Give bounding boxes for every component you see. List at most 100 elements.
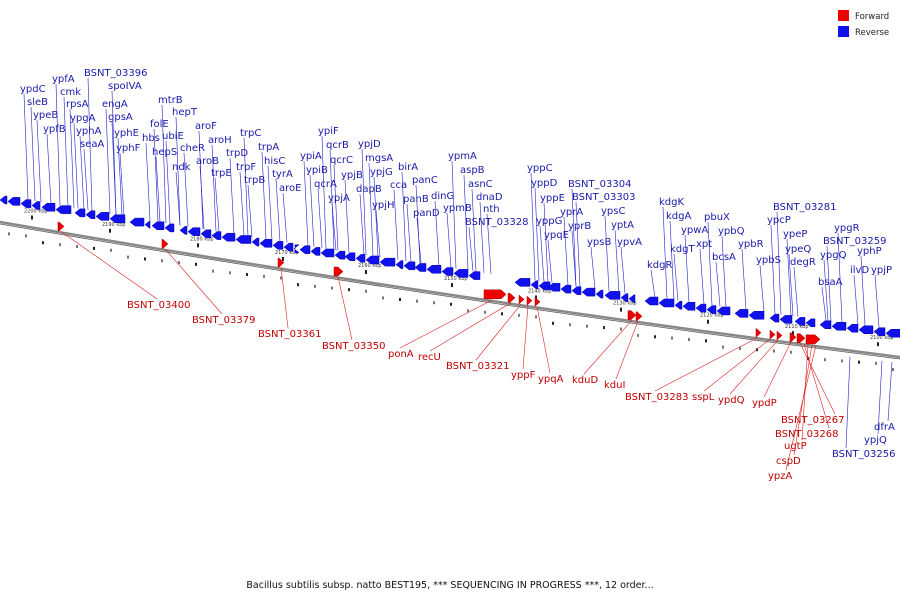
reverse-gene-arrow[interactable] [734,309,749,318]
reverse-gene-arrow[interactable] [55,205,72,214]
reverse-gene-arrow[interactable] [179,226,188,235]
reverse-gene-label[interactable]: yppG [536,216,562,227]
forward-gene-arrow[interactable] [277,257,285,268]
reverse-gene-arrow[interactable] [846,323,859,333]
reverse-gene-label[interactable]: ypfA [52,74,75,85]
forward-gene-label[interactable]: ypdP [752,398,777,409]
forward-gene-arrow[interactable] [57,221,65,232]
reverse-gene-label[interactable]: dfrA [874,422,895,433]
reverse-gene-label[interactable]: ypjB [341,170,363,181]
reverse-gene-label[interactable]: ypiF [318,126,339,137]
reverse-gene-label[interactable]: yppD [531,178,558,189]
reverse-gene-arrow[interactable] [365,255,380,265]
reverse-gene-arrow[interactable] [682,302,696,311]
forward-gene-label[interactable]: recU [418,352,441,363]
reverse-gene-arrow[interactable] [414,263,427,272]
forward-gene-label[interactable]: BSNT_03321 [446,361,509,372]
reverse-gene-label[interactable]: trpD [226,148,248,159]
reverse-gene-arrow[interactable] [819,320,832,329]
reverse-gene-label[interactable]: dinG [431,191,454,202]
reverse-gene-arrow[interactable] [221,232,236,242]
reverse-gene-label[interactable]: ypjD [358,139,381,150]
forward-gene-arrow[interactable] [789,332,797,343]
reverse-gene-label[interactable]: ypjA [328,193,350,204]
reverse-gene-arrow[interactable] [144,220,151,230]
reverse-gene-label[interactable]: yphE [114,128,139,139]
reverse-gene-arrow[interactable] [299,245,311,254]
forward-gene-arrow[interactable] [333,266,344,277]
reverse-gene-label[interactable]: pbuX [704,212,730,223]
reverse-gene-label[interactable]: nth [483,204,500,215]
reverse-gene-arrow[interactable] [310,247,321,256]
reverse-gene-label[interactable]: bsaA [818,277,843,288]
reverse-gene-arrow[interactable] [293,244,300,253]
forward-gene-label[interactable]: ponA [388,349,414,360]
forward-gene-label[interactable]: kduI [604,380,625,391]
reverse-gene-label[interactable]: cca [390,180,407,191]
reverse-gene-label[interactable]: folE [150,119,169,130]
forward-gene-arrow[interactable] [805,334,821,345]
reverse-gene-label[interactable]: trpF [236,162,256,173]
reverse-gene-label[interactable]: yptA [611,220,634,231]
reverse-gene-label[interactable]: yphA [76,126,102,137]
reverse-gene-label[interactable]: hepS [152,147,177,158]
reverse-gene-arrow[interactable] [453,269,469,278]
reverse-gene-label[interactable]: ypgA [70,113,96,124]
reverse-gene-label[interactable]: ypmB [443,203,472,214]
reverse-gene-arrow[interactable] [831,322,847,331]
reverse-gene-arrow[interactable] [620,293,629,302]
reverse-gene-label[interactable]: degR [790,257,816,268]
reverse-gene-label[interactable]: aroB [196,156,219,167]
forward-gene-label[interactable]: BSNT_03267 [781,415,844,426]
reverse-gene-arrow[interactable] [604,291,621,300]
reverse-gene-label[interactable]: panB [403,194,429,205]
reverse-gene-arrow[interactable] [41,202,56,212]
reverse-gene-arrow[interactable] [514,278,531,287]
reverse-gene-label[interactable]: aroE [279,183,301,194]
reverse-gene-label[interactable]: kdgA [666,211,691,222]
reverse-gene-arrow[interactable] [109,214,126,224]
reverse-gene-arrow[interactable] [200,229,212,239]
reverse-gene-label[interactable]: trpC [240,128,261,139]
reverse-gene-label[interactable]: seaA [80,139,104,150]
forward-gene-label[interactable]: cspD [776,456,801,467]
reverse-gene-arrow[interactable] [530,280,539,289]
reverse-gene-label[interactable]: yppC [527,163,553,174]
forward-gene-label[interactable]: ypqA [538,374,564,385]
forward-gene-arrow[interactable] [776,330,783,341]
reverse-gene-arrow[interactable] [74,208,86,218]
reverse-gene-label[interactable]: ypvA [617,237,642,248]
reverse-gene-label[interactable]: ubiE [162,131,184,142]
reverse-gene-arrow[interactable] [468,271,481,280]
reverse-gene-label[interactable]: asnC [468,179,493,190]
reverse-gene-label[interactable]: kdgR [647,260,672,271]
reverse-gene-arrow[interactable] [7,197,21,206]
reverse-gene-label[interactable]: panD [413,208,440,219]
reverse-gene-arrow[interactable] [769,313,780,323]
reverse-gene-label[interactable]: ndk [172,162,191,173]
forward-gene-label[interactable]: BSNT_03400 [127,300,190,311]
reverse-gene-label[interactable]: kdgK [659,197,684,208]
reverse-gene-arrow[interactable] [560,284,572,294]
reverse-gene-label[interactable]: BSNT_03256 [832,449,895,460]
reverse-gene-label[interactable]: ypfB [43,124,66,135]
reverse-gene-label[interactable]: BSNT_03304 [568,179,631,190]
reverse-gene-label[interactable]: cmk [60,87,81,98]
reverse-gene-label[interactable]: ypjG [370,167,393,178]
forward-gene-arrow[interactable] [161,239,169,249]
reverse-gene-label[interactable]: aroH [208,135,232,146]
reverse-gene-label[interactable]: BSNT_03281 [773,202,836,213]
reverse-gene-label[interactable]: yppE [540,193,565,204]
forward-gene-arrow[interactable] [796,333,806,343]
reverse-gene-arrow[interactable] [129,217,145,227]
forward-gene-arrow[interactable] [755,327,762,338]
reverse-gene-label[interactable]: mgsA [365,153,393,164]
reverse-gene-arrow[interactable] [779,315,793,324]
reverse-gene-arrow[interactable] [0,195,8,205]
reverse-gene-label[interactable]: BSNT_03259 [823,236,886,247]
reverse-gene-arrow[interactable] [320,248,335,258]
forward-gene-arrow[interactable] [627,310,637,320]
reverse-gene-arrow[interactable] [283,242,294,252]
reverse-gene-label[interactable]: ypjQ [864,435,887,446]
reverse-gene-arrow[interactable] [164,223,175,233]
